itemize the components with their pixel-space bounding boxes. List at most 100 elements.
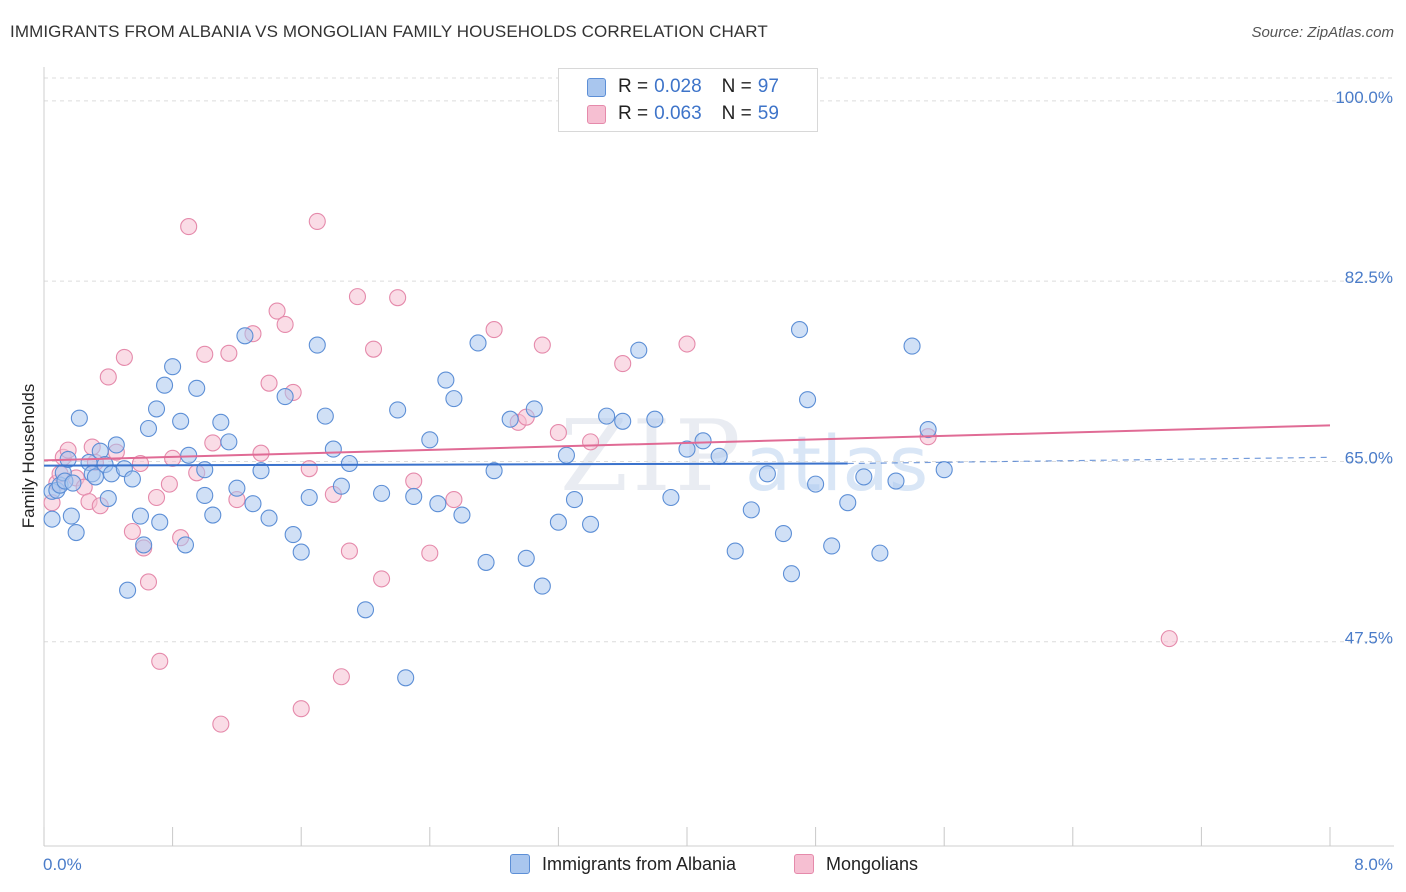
point-albania: [236, 327, 254, 345]
y-axis-title: Family Households: [19, 384, 38, 529]
point-albania: [131, 507, 149, 525]
point-mongolian: [485, 321, 503, 339]
point-mongolian: [421, 544, 439, 562]
point-albania: [485, 462, 503, 480]
point-mongolian: [139, 573, 158, 591]
y-tick-label: 47.5%: [1345, 629, 1393, 648]
point-albania: [839, 494, 857, 512]
point-albania: [694, 432, 712, 450]
point-albania: [469, 334, 487, 352]
point-albania: [196, 486, 214, 504]
legend-swatch-albania: [587, 77, 606, 97]
correlation-legend: R = 0.028 N = 97 R = 0.063 N = 59: [558, 68, 818, 132]
point-mongolian: [164, 449, 182, 467]
bottom-swatch-mongolians: [794, 854, 814, 874]
point-albania: [421, 431, 439, 449]
point-albania: [774, 525, 793, 543]
tick-labels: 47.5% 65.0% 82.5% 100.0% 0.0% 8.0% Family Hous…: [19, 88, 1393, 874]
chart-title: IMMIGRANTS FROM ALBANIA VS MONGOLIAN FAM…: [10, 22, 768, 41]
point-albania: [99, 489, 117, 508]
point-albania: [598, 407, 616, 425]
point-albania: [332, 477, 350, 495]
point-albania: [710, 447, 728, 465]
point-albania: [790, 321, 809, 339]
point-albania: [525, 400, 543, 418]
point-albania: [726, 542, 744, 560]
point-albania: [43, 510, 61, 528]
point-albania: [119, 581, 137, 599]
point-albania: [445, 390, 463, 408]
point-albania: [903, 337, 921, 355]
point-albania: [340, 454, 358, 473]
point-albania: [164, 358, 182, 376]
point-albania: [180, 446, 198, 464]
source-link[interactable]: Source: ZipAtlas.com: [1251, 24, 1394, 41]
point-mongolian: [308, 212, 326, 230]
point-albania: [782, 565, 801, 583]
point-albania: [742, 501, 760, 519]
bottom-legend-label-albania: Immigrants from Albania: [542, 853, 737, 874]
point-mongolian: [389, 289, 407, 307]
point-albania: [581, 515, 600, 533]
point-albania: [662, 488, 680, 507]
point-albania: [292, 543, 310, 561]
x-tick-label: 8.0%: [1354, 855, 1393, 874]
point-mongolian: [533, 336, 551, 354]
bottom-legend-albania[interactable]: Immigrants from Albania: [510, 851, 736, 877]
legend-r-value: 0.028: [654, 76, 702, 97]
point-albania: [64, 474, 82, 492]
point-albania: [501, 410, 519, 428]
point-albania: [276, 388, 294, 406]
point-albania: [871, 544, 889, 562]
trend-line-albania: [43, 462, 848, 467]
point-mongolian: [292, 700, 310, 718]
point-albania: [172, 412, 190, 430]
point-albania: [151, 513, 169, 531]
legend-row-albania: R = 0.028 N = 97: [587, 75, 779, 99]
legend-n-value: 97: [757, 76, 779, 97]
legend-n-label: N =: [721, 103, 752, 124]
bottom-legend-mongolians[interactable]: Mongolians: [794, 851, 918, 877]
point-albania: [284, 526, 302, 544]
point-albania: [196, 461, 214, 479]
point-albania: [135, 536, 153, 554]
point-mongolian: [614, 355, 632, 373]
point-mongolian: [300, 460, 318, 478]
point-albania: [139, 419, 158, 438]
point-albania: [107, 436, 125, 454]
trend-lines: [43, 424, 1331, 467]
y-tick-label: 100.0%: [1335, 88, 1393, 107]
point-albania: [533, 577, 551, 595]
source-attribution[interactable]: Source: ZipAtlas.com: [1251, 24, 1394, 41]
trend-line-mongolians: [43, 424, 1331, 462]
point-albania: [397, 669, 415, 687]
legend-n-label: N =: [721, 76, 752, 97]
bottom-legend-label-mongolians: Mongolians: [826, 853, 919, 874]
legend-r-label: R =: [618, 76, 649, 97]
y-tick-label: 65.0%: [1345, 448, 1393, 467]
point-albania: [823, 537, 841, 555]
point-albania: [252, 462, 270, 480]
data-points: [43, 212, 1178, 733]
legend-row-mongolians: R = 0.063 N = 59: [587, 102, 779, 126]
point-mongolian: [1160, 630, 1178, 648]
point-mongolian: [268, 302, 286, 320]
bottom-swatch-albania: [510, 854, 530, 874]
point-albania: [147, 400, 166, 418]
point-mongolian: [581, 433, 600, 451]
point-albania: [557, 446, 575, 464]
point-albania: [316, 407, 334, 425]
point-mongolian: [196, 345, 214, 363]
point-mongolian: [348, 288, 367, 306]
point-albania: [799, 391, 817, 409]
point-mongolian: [151, 652, 169, 670]
point-albania: [67, 523, 85, 542]
point-mongolian: [131, 454, 149, 473]
point-mongolian: [405, 472, 423, 490]
point-mongolian: [212, 715, 230, 733]
trend-line-albania-extension: [847, 456, 1331, 465]
x-tick-label: 0.0%: [43, 855, 82, 874]
point-albania: [228, 479, 246, 497]
point-albania: [437, 371, 455, 389]
